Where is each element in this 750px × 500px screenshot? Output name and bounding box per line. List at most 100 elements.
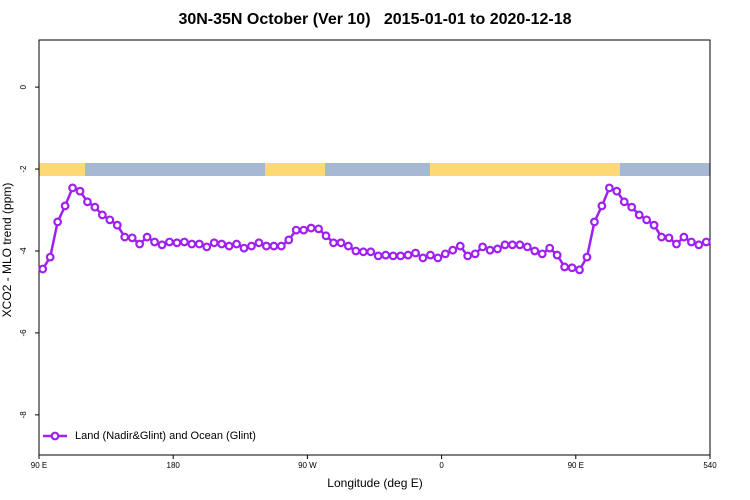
data-point: [68, 183, 77, 193]
data-point: [686, 237, 696, 247]
data-point: [448, 245, 458, 255]
data-point: [45, 252, 55, 262]
x-tick-label: 180: [167, 461, 181, 470]
data-point: [291, 225, 301, 235]
data-point: [142, 232, 152, 242]
data-point: [478, 242, 488, 252]
data-point: [60, 201, 70, 211]
data-point: [112, 220, 122, 230]
land-band: [39, 163, 85, 176]
data-point: [254, 238, 264, 248]
data-point: [284, 235, 294, 245]
data-point: [232, 239, 241, 249]
data-point: [470, 249, 480, 259]
data-point: [202, 242, 212, 252]
data-point: [560, 262, 570, 272]
data-point: [440, 249, 450, 259]
data-point: [53, 217, 63, 227]
data-point: [664, 233, 674, 243]
data-point: [582, 252, 592, 262]
x-axis-label: Longitude (deg E): [327, 476, 422, 490]
data-point: [366, 247, 376, 257]
data-point: [455, 241, 465, 251]
data-point: [269, 241, 279, 251]
data-point: [396, 251, 405, 261]
data-point: [127, 233, 137, 243]
data-point: [247, 241, 256, 251]
data-point: [329, 238, 338, 248]
legend-label: Land (Nadir&Glint) and Ocean (Glint): [75, 430, 256, 442]
data-point: [530, 246, 540, 256]
data-point: [239, 243, 249, 253]
data-point: [38, 264, 48, 274]
data-point: [172, 238, 182, 248]
data-point: [83, 197, 92, 207]
data-point: [336, 238, 346, 248]
data-point: [649, 220, 659, 230]
x-tick-label: 90 W: [298, 461, 317, 470]
data-point: [508, 240, 517, 250]
data-point: [567, 263, 577, 273]
data-point: [75, 186, 85, 196]
data-point: [358, 247, 368, 257]
data-point: [314, 224, 323, 234]
y-tick-label: -4: [19, 247, 28, 255]
data-point: [165, 237, 174, 247]
y-tick-label: -8: [19, 411, 28, 419]
data-point: [276, 241, 286, 251]
data-point: [224, 241, 234, 251]
data-point: [426, 250, 435, 260]
data-point: [388, 251, 398, 261]
data-point: [552, 250, 562, 260]
data-point: [463, 251, 473, 261]
data-point: [373, 251, 383, 261]
data-point: [537, 249, 547, 259]
data-point: [701, 237, 711, 247]
data-point: [433, 253, 443, 263]
data-point: [306, 223, 316, 233]
data-point: [590, 217, 599, 227]
data-point: [597, 201, 607, 211]
x-tick-label: 90 E: [31, 461, 47, 470]
land-band: [265, 163, 325, 176]
data-point: [515, 240, 525, 250]
x-tick-label: 90 E: [568, 461, 584, 470]
data-point: [90, 202, 100, 212]
x-tick-label: 540: [703, 461, 717, 470]
y-tick-label: -2: [19, 165, 28, 173]
data-point: [672, 239, 681, 249]
data-point: [522, 242, 532, 252]
data-point: [105, 215, 115, 225]
data-point: [411, 248, 420, 258]
land-band: [430, 163, 620, 176]
data-point: [604, 183, 614, 193]
data-point: [261, 241, 271, 251]
data-point: [418, 253, 428, 263]
data-point: [344, 241, 353, 251]
data-point: [403, 250, 413, 260]
data-point: [612, 186, 622, 196]
data-point: [575, 265, 584, 275]
data-point: [657, 232, 666, 242]
legend-marker: [50, 431, 60, 441]
plot-frame: [38, 39, 711, 456]
data-point: [299, 225, 309, 235]
data-point: [135, 239, 145, 249]
data-point: [217, 239, 227, 249]
data-point: [194, 239, 204, 249]
data-point: [694, 240, 704, 250]
data-point: [619, 197, 629, 207]
y-tick-label: 0: [19, 84, 28, 89]
land-ocean-strip: [39, 163, 710, 176]
data-point: [642, 215, 652, 225]
data-point: [545, 243, 555, 253]
data-point: [485, 245, 495, 255]
data-point: [187, 239, 197, 249]
data-point: [209, 238, 219, 248]
data-point: [679, 232, 689, 242]
y-axis-label: XCO2 - MLO trend (ppm): [0, 183, 14, 318]
data-point: [351, 246, 361, 256]
data-point: [634, 210, 644, 220]
y-tick-label: -6: [19, 329, 28, 337]
